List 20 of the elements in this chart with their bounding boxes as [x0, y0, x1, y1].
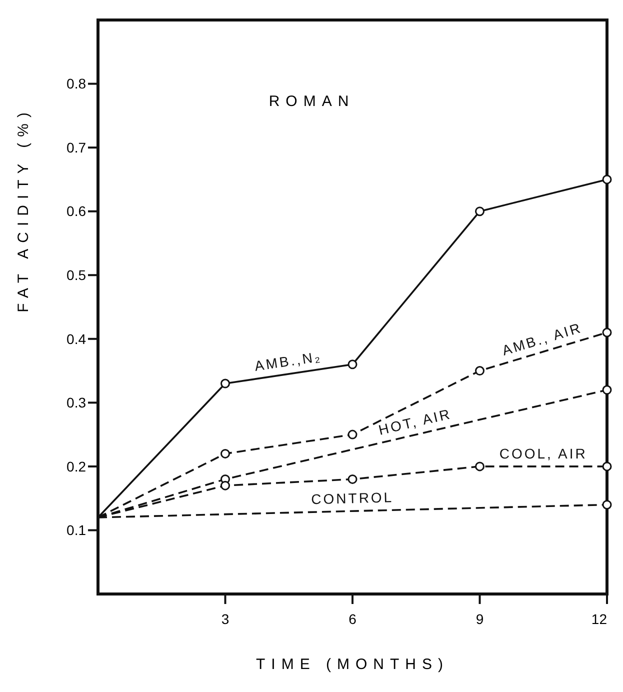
- y-tick-label: 0.5: [66, 267, 86, 284]
- y-axis-title: FAT ACIDITY (%): [15, 106, 32, 312]
- y-tick-label: 0.8: [66, 76, 86, 92]
- series-label: CONTROL: [310, 489, 394, 508]
- y-tick-label: 0.6: [66, 203, 86, 220]
- y-tick-label: 0.4: [66, 330, 86, 347]
- text: HOT, AIR: [376, 405, 454, 438]
- text: AMB., AIR: [500, 319, 584, 358]
- x-tick-label: 3: [221, 611, 230, 627]
- y-tick-label: 0.2: [66, 458, 86, 474]
- y-tick-label: 0.7: [66, 139, 86, 156]
- x-tick-label: 6: [348, 611, 357, 627]
- text: AMB.,N₂: [253, 348, 323, 374]
- y-tick-label: 0.3: [66, 394, 86, 411]
- x-tick-label: 9: [476, 611, 484, 627]
- annotation: ROMAN: [268, 93, 355, 110]
- y-tick-label: 0.1: [66, 522, 86, 538]
- series-label: COOL, AIR: [499, 445, 588, 462]
- x-tick-label: 12: [591, 611, 608, 627]
- x-axis-title: TIME (MONTHS): [256, 656, 449, 673]
